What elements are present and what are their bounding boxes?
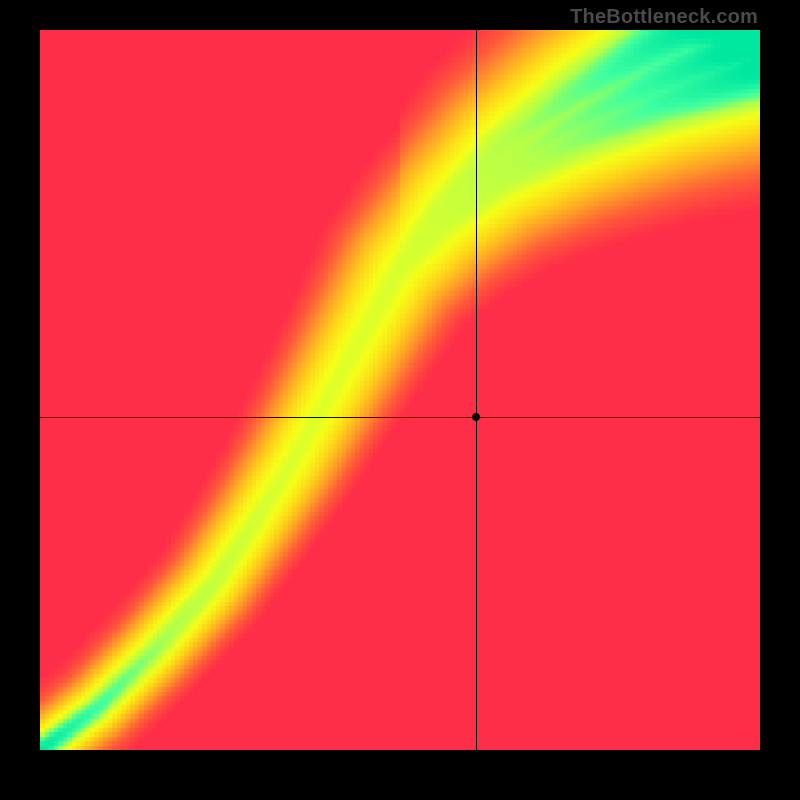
watermark-text: TheBottleneck.com [570,6,758,29]
crosshair-horizontal [40,417,760,418]
heatmap-canvas [40,30,760,750]
marker-dot [472,413,480,421]
crosshair-vertical [476,30,477,750]
